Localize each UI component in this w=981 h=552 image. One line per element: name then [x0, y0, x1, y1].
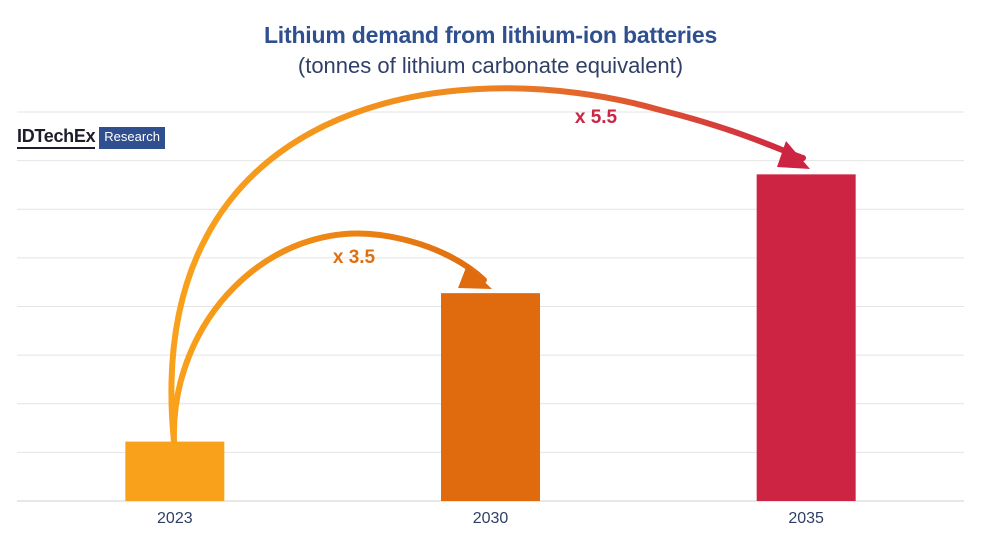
- x-tick-label-2030: 2030: [473, 510, 509, 527]
- growth-arrow-2030: [170, 230, 487, 445]
- bar-2035: [756, 174, 856, 502]
- arrowhead-2030: [458, 265, 492, 289]
- growth-arrow-2035: [168, 85, 806, 445]
- chart-subtitle: (tonnes of lithium carbonate equivalent): [297, 53, 684, 78]
- bars: [125, 174, 856, 502]
- chart-title: Lithium demand from lithium-ion batterie…: [263, 22, 718, 48]
- x-tick-label-2023: 2023: [157, 510, 193, 527]
- annotation-x3-5: x 3.5: [333, 247, 376, 268]
- annotation-x5-5: x 5.5: [575, 107, 618, 128]
- logo-wordmark: IDTechEx: [17, 127, 96, 149]
- x-tick-labels: 2023 2030 2035: [157, 510, 824, 527]
- x-tick-label-2035: 2035: [788, 510, 824, 527]
- bar-2030: [441, 293, 540, 501]
- idtechex-logo: IDTechEx Research: [17, 127, 165, 149]
- logo-research-tag: Research: [99, 127, 165, 149]
- arrowhead-2035: [777, 141, 810, 169]
- growth-arrows: [168, 85, 810, 445]
- bar-2023: [125, 441, 225, 501]
